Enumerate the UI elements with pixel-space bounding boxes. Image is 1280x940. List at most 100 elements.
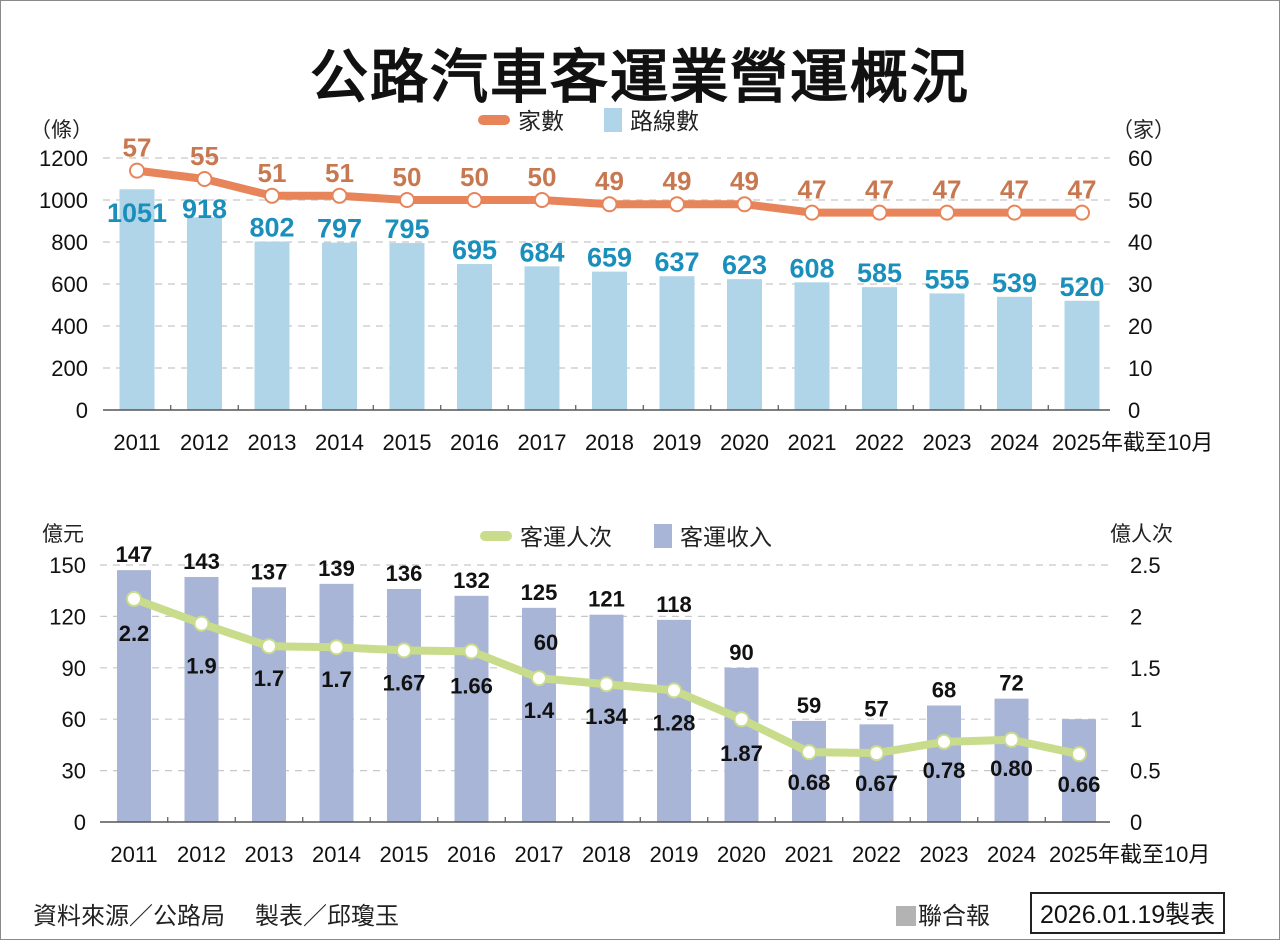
line-point-2016 bbox=[463, 643, 480, 660]
x-tick-label: 2021 bbox=[785, 842, 834, 867]
bar-2021 bbox=[794, 282, 830, 410]
bar-2024 bbox=[997, 296, 1032, 410]
bar-value-label: 147 bbox=[116, 542, 153, 567]
bar-2011 bbox=[119, 189, 155, 410]
line-value-label: 2.2 bbox=[119, 621, 150, 646]
bar-2023 bbox=[929, 293, 965, 410]
bar-2024 bbox=[994, 698, 1029, 822]
x-tick-label: 2024 bbox=[987, 842, 1036, 867]
bar-2012 bbox=[187, 217, 222, 410]
left-tick-label: 800 bbox=[51, 230, 88, 255]
left-tick-label: 1200 bbox=[39, 146, 88, 171]
legend-line-label: 家數 bbox=[518, 108, 564, 134]
bar-value-label: 555 bbox=[924, 264, 969, 294]
x-tick-label: 2015 bbox=[380, 842, 429, 867]
line-value-label: 0.66 bbox=[1058, 772, 1101, 797]
line-point-2016 bbox=[466, 192, 483, 208]
bar-2020 bbox=[724, 667, 759, 822]
x-tick-label: 2013 bbox=[248, 430, 297, 455]
line-value-label: 47 bbox=[1000, 175, 1029, 205]
line-value-label: 47 bbox=[933, 175, 962, 205]
right-tick-label: 0 bbox=[1128, 398, 1140, 423]
line-value-label: 49 bbox=[595, 166, 624, 196]
line-value-label: 0.67 bbox=[855, 771, 898, 796]
bar-value-label: 125 bbox=[521, 580, 558, 605]
line-value-label: 49 bbox=[663, 166, 692, 196]
line-value-label: 51 bbox=[258, 158, 287, 188]
x-tick-label: 2018 bbox=[585, 430, 634, 455]
bar-value-label: 684 bbox=[519, 237, 564, 267]
line-point-2021 bbox=[801, 744, 817, 761]
x-tick-label: 2017 bbox=[518, 430, 567, 455]
line-value-label: 57 bbox=[123, 133, 152, 163]
line-point-2025年截至10月 bbox=[1074, 204, 1090, 221]
x-tick-label: 2022 bbox=[855, 430, 904, 455]
bar-value-label: 695 bbox=[452, 235, 497, 265]
bar-value-label: 143 bbox=[183, 549, 220, 574]
left-tick-label: 0 bbox=[74, 810, 86, 835]
bar-2016 bbox=[454, 595, 489, 822]
source-text: 資料來源／公路局 bbox=[33, 903, 225, 930]
bar-value-label: 637 bbox=[654, 247, 699, 277]
right-tick-label: 60 bbox=[1128, 146, 1152, 171]
bar-2013 bbox=[254, 241, 290, 410]
left-tick-label: 120 bbox=[49, 604, 86, 629]
bar-value-label: 72 bbox=[999, 671, 1023, 696]
bar-value-label: 90 bbox=[729, 640, 753, 665]
line-value-label: 1.7 bbox=[254, 666, 285, 691]
bar-value-label: 68 bbox=[932, 677, 956, 702]
x-tick-label: 2023 bbox=[920, 842, 969, 867]
line-point-2011 bbox=[129, 162, 145, 179]
line-value-label: 1.66 bbox=[450, 673, 493, 698]
right-tick-label: 1.5 bbox=[1130, 656, 1161, 681]
x-tick-label: 2020 bbox=[717, 842, 766, 867]
line-value-label: 47 bbox=[865, 175, 894, 205]
x-tick-label: 2011 bbox=[113, 430, 160, 455]
bar-value-label: 139 bbox=[318, 556, 355, 581]
bar-value-label: 623 bbox=[722, 250, 767, 280]
bar-value-label: 57 bbox=[864, 696, 888, 721]
footer-credits: 資料來源／公路局 製表／邱瓊玉 bbox=[33, 896, 429, 931]
left-tick-label: 600 bbox=[51, 272, 88, 297]
line-value-label: 55 bbox=[190, 141, 219, 171]
line-point-2013 bbox=[261, 638, 277, 655]
line-point-2025年截至10月 bbox=[1071, 746, 1087, 763]
bar-2022 bbox=[862, 287, 897, 410]
bar-value-label: 137 bbox=[251, 559, 288, 584]
line-point-2023 bbox=[936, 733, 952, 750]
line-point-2024 bbox=[1006, 204, 1023, 221]
bar-value-label: 520 bbox=[1059, 272, 1104, 302]
x-tick-label: 2016 bbox=[447, 842, 496, 867]
line-point-2019 bbox=[669, 196, 685, 213]
x-tick-label: 2014 bbox=[315, 430, 364, 455]
bar-2019 bbox=[657, 619, 691, 822]
line-point-2018 bbox=[601, 196, 618, 213]
x-tick-label: 2025年截至10月 bbox=[1052, 430, 1213, 455]
line-value-label: 1.7 bbox=[321, 667, 352, 692]
line-point-2012 bbox=[196, 171, 213, 187]
bar-2013 bbox=[252, 587, 286, 822]
bar-2025年截至10月 bbox=[1062, 719, 1096, 822]
left-tick-label: 30 bbox=[62, 759, 86, 784]
line-point-2014 bbox=[331, 187, 348, 204]
legend-bar-swatch bbox=[654, 524, 672, 548]
right-tick-label: 10 bbox=[1128, 356, 1152, 381]
bar-value-label: 136 bbox=[386, 561, 423, 586]
bar-value-label: 802 bbox=[249, 213, 294, 243]
legend-bar-label: 客運收入 bbox=[680, 524, 772, 550]
line-value-label: 0.80 bbox=[990, 756, 1033, 781]
bar-value-label: 121 bbox=[588, 587, 625, 612]
x-tick-label: 2023 bbox=[923, 430, 972, 455]
bar-2022 bbox=[859, 724, 894, 822]
right-tick-label: 0 bbox=[1130, 810, 1142, 835]
right-tick-label: 2 bbox=[1130, 604, 1142, 629]
bar-2019 bbox=[659, 276, 695, 410]
bar-2025年截至10月 bbox=[1064, 300, 1100, 410]
right-tick-label: 40 bbox=[1128, 230, 1152, 255]
x-tick-label: 2022 bbox=[852, 842, 901, 867]
bar-2018 bbox=[589, 614, 624, 822]
x-tick-label: 2012 bbox=[180, 430, 229, 455]
line-value-label: 0.78 bbox=[923, 758, 966, 783]
bar-2015 bbox=[387, 588, 421, 822]
